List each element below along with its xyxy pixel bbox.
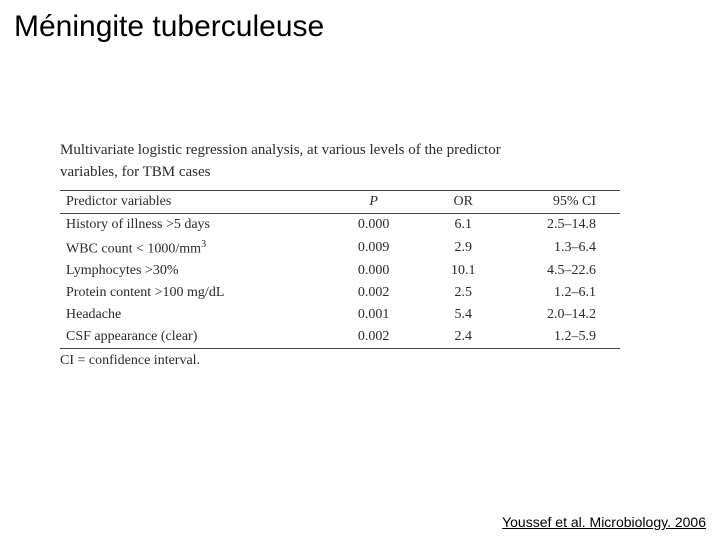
cell-predictor: Protein content >100 mg/dL: [60, 282, 329, 304]
caption-line-1: Multivariate logistic regression analysi…: [60, 142, 501, 158]
cell-predictor: History of illness >5 days: [60, 213, 329, 236]
slide: Méningite tuberculeuse Multivariate logi…: [0, 0, 720, 540]
table-row: CSF appearance (clear) 0.002 2.4 1.2–5.9: [60, 326, 620, 349]
table-row: History of illness >5 days 0.000 6.1 2.5…: [60, 213, 620, 236]
cell-or: 6.1: [418, 213, 508, 236]
table-row: Headache 0.001 5.4 2.0–14.2: [60, 304, 620, 326]
col-p: P: [329, 190, 419, 213]
cell-ci: 4.5–22.6: [508, 260, 620, 282]
page-title: Méningite tuberculeuse: [14, 10, 324, 44]
cell-predictor: Lymphocytes >30%: [60, 260, 329, 282]
table-row: Lymphocytes >30% 0.000 10.1 4.5–22.6: [60, 260, 620, 282]
cell-ci: 1.2–5.9: [508, 326, 620, 349]
cell-ci: 1.2–6.1: [508, 282, 620, 304]
cell-or: 2.4: [418, 326, 508, 349]
cell-predictor: CSF appearance (clear): [60, 326, 329, 349]
col-or: OR: [418, 190, 508, 213]
cell-p: 0.001: [329, 304, 419, 326]
regression-table: Predictor variables P OR 95% CI History …: [60, 190, 620, 350]
col-predictor: Predictor variables: [60, 190, 329, 213]
citation: Youssef et al. Microbiology. 2006: [502, 514, 706, 530]
table-row: WBC count < 1000/mm3 0.009 2.9 1.3–6.4: [60, 236, 620, 261]
cell-or: 2.9: [418, 236, 508, 261]
cell-text: WBC count < 1000/mm: [66, 241, 201, 256]
table-footnote: CI = confidence interval.: [60, 353, 620, 369]
col-ci: 95% CI: [508, 190, 620, 213]
cell-ci: 2.0–14.2: [508, 304, 620, 326]
cell-or: 10.1: [418, 260, 508, 282]
cell-ci: 1.3–6.4: [508, 236, 620, 261]
cell-predictor: WBC count < 1000/mm3: [60, 236, 329, 261]
superscript-3: 3: [201, 239, 206, 250]
cell-p: 0.009: [329, 236, 419, 261]
cell-predictor: Headache: [60, 304, 329, 326]
table-caption: Multivariate logistic regression analysi…: [60, 140, 620, 184]
cell-ci: 2.5–14.8: [508, 213, 620, 236]
regression-table-block: Multivariate logistic regression analysi…: [60, 140, 620, 369]
caption-line-2: variables, for TBM cases: [60, 164, 211, 180]
table-row: Protein content >100 mg/dL 0.002 2.5 1.2…: [60, 282, 620, 304]
cell-or: 2.5: [418, 282, 508, 304]
cell-p: 0.000: [329, 260, 419, 282]
cell-p: 0.002: [329, 282, 419, 304]
table-header-row: Predictor variables P OR 95% CI: [60, 190, 620, 213]
cell-p: 0.002: [329, 326, 419, 349]
cell-or: 5.4: [418, 304, 508, 326]
cell-p: 0.000: [329, 213, 419, 236]
